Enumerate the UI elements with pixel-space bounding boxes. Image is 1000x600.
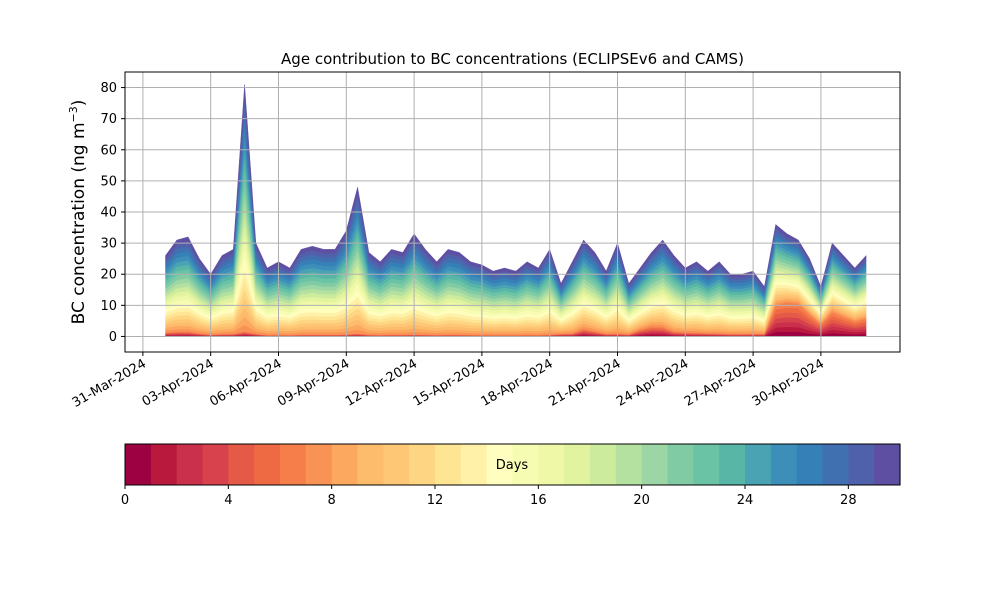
colorbar-segment <box>848 444 875 485</box>
colorbar-segment <box>796 444 824 485</box>
y-tick-label: 20 <box>100 268 117 283</box>
y-tick-label: 10 <box>100 299 117 314</box>
colorbar-segment <box>538 444 565 485</box>
area-age-bin-29 <box>165 84 867 290</box>
colorbar-segment <box>176 444 204 485</box>
x-axis: 31-Mar-202403-Apr-202406-Apr-202409-Apr-… <box>70 352 827 411</box>
colorbar-segment <box>460 444 488 485</box>
x-tick-label: 06-Apr-2024 <box>207 356 284 409</box>
y-tick-label: 60 <box>100 143 117 158</box>
colorbar-segment <box>564 444 591 485</box>
colorbar-segment <box>357 444 384 485</box>
x-tick-label: 27-Apr-2024 <box>682 356 759 409</box>
colorbar-tick-label: 16 <box>530 493 547 508</box>
colorbar-label: Days <box>496 458 529 473</box>
colorbar-segment <box>719 444 746 485</box>
colorbar-segment <box>305 444 333 485</box>
x-tick-label: 09-Apr-2024 <box>275 356 352 409</box>
stacked-area-series <box>165 84 867 337</box>
colorbar-tick-label: 8 <box>328 493 336 508</box>
x-tick-label: 21-Apr-2024 <box>546 356 623 409</box>
y-tick-label: 80 <box>100 81 117 96</box>
chart-title: Age contribution to BC concentrations (E… <box>281 50 744 68</box>
colorbar-tick-label: 0 <box>121 493 129 508</box>
colorbar-tick-label: 4 <box>224 493 232 508</box>
y-axis-label-sup: −3 <box>67 106 80 122</box>
colorbar-segment <box>150 444 178 485</box>
colorbar-tick-label: 12 <box>427 493 444 508</box>
colorbar-segment <box>280 444 307 485</box>
y-tick-label: 40 <box>100 206 117 221</box>
x-tick-label: 18-Apr-2024 <box>479 356 556 409</box>
y-axis-label: BC concentration (ng m−3) <box>67 100 89 325</box>
colorbar-tick-label: 24 <box>737 493 754 508</box>
x-tick-label: 12-Apr-2024 <box>343 356 420 409</box>
y-axis-label-main: BC concentration (ng m <box>69 122 89 324</box>
colorbar-segment <box>745 444 772 485</box>
x-tick-label: 24-Apr-2024 <box>614 356 691 409</box>
x-tick-label: 31-Mar-2024 <box>70 356 149 410</box>
x-tick-label: 30-Apr-2024 <box>750 356 827 409</box>
colorbar-segment <box>590 444 617 485</box>
colorbar-segment <box>228 444 255 485</box>
y-tick-label: 50 <box>100 174 117 189</box>
colorbar-segment <box>383 444 410 485</box>
x-tick-label: 15-Apr-2024 <box>411 356 488 409</box>
colorbar-segment <box>874 444 901 485</box>
area-age-bin-28 <box>165 96 867 292</box>
colorbar-segment <box>667 444 694 485</box>
colorbar-frame <box>124 443 901 486</box>
y-axis: 0 10 20 30 40 50 60 70 80 <box>100 81 125 345</box>
colorbar-segment <box>331 444 359 485</box>
colorbar-segment <box>409 444 436 485</box>
colorbar-segment <box>254 444 281 485</box>
colorbar-segment <box>512 444 539 485</box>
y-tick-label: 70 <box>100 112 117 127</box>
colorbar-segment <box>486 444 514 485</box>
colorbar-tick-label: 28 <box>840 493 857 508</box>
colorbar-segment <box>822 444 849 485</box>
colorbar-segment <box>641 444 669 485</box>
x-tick-label: 03-Apr-2024 <box>140 356 217 409</box>
colorbar-segment <box>435 444 462 485</box>
colorbar-segment <box>125 444 152 485</box>
plot-area: 0 10 20 30 40 50 60 70 80 31-Mar-202403-Apr-2024… <box>70 71 901 411</box>
colorbar-tick-label: 20 <box>633 493 650 508</box>
colorbar-segment <box>693 444 720 485</box>
y-tick-label: 30 <box>100 237 117 252</box>
colorbar-segment <box>770 444 798 485</box>
grid-lines <box>125 72 900 352</box>
y-tick-label: 0 <box>109 330 117 345</box>
colorbar-segment <box>615 444 643 485</box>
colorbar-segment <box>202 444 229 485</box>
y-axis-label-close: ) <box>69 100 89 107</box>
colorbar: 0 4 8 12 16 20 24 28 <box>121 443 901 508</box>
